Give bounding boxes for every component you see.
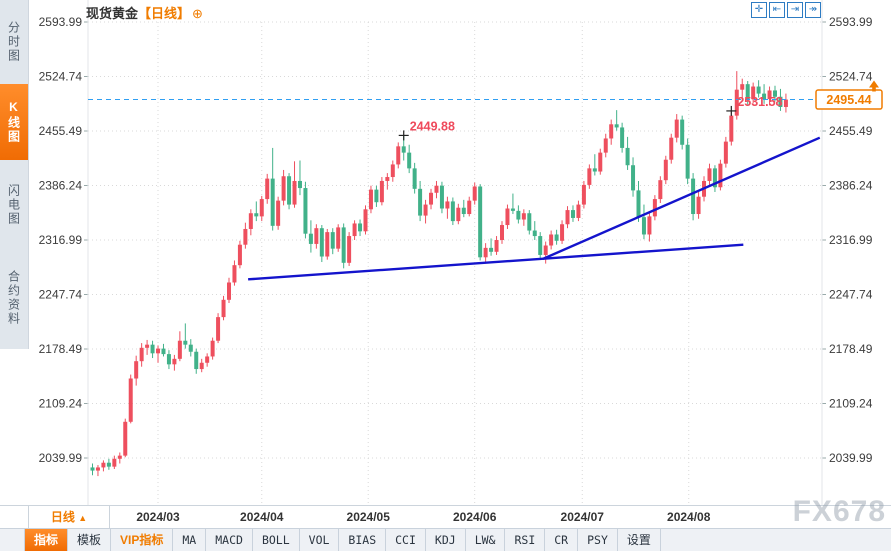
toolbar-item-PSY[interactable]: PSY — [578, 529, 618, 551]
toolbar-item-MA[interactable]: MA — [173, 529, 207, 551]
svg-text:2531.58: 2531.58 — [737, 95, 782, 109]
y-axis-label-left: 2455.49 — [39, 124, 83, 138]
axis-labels: 2593.99 2593.99 2524.74 2524.74 2455.49 2455.… — [39, 15, 873, 465]
toolbar-item-模板[interactable]: 模板 — [68, 529, 112, 551]
x-axis-label-2024/06: 2024/06 — [452, 510, 497, 524]
price-up-arrow-icon — [869, 80, 879, 92]
y-axis-label-right: 2039.99 — [829, 451, 873, 465]
chart-control-icons: ✛ ⇤ ⇥ ↠ — [751, 2, 821, 18]
y-axis-label-right: 2178.49 — [829, 342, 873, 356]
y-axis-label-left: 2316.99 — [39, 233, 83, 247]
trendline[interactable] — [248, 243, 744, 281]
y-axis-label-right: 2524.74 — [829, 70, 873, 84]
toolbar-item-指标[interactable]: 指标 — [24, 529, 69, 551]
candles — [90, 71, 788, 477]
y-axis-label-right: 2316.99 — [829, 233, 873, 247]
chart-title: 现货黄金【日线】 ⊕ — [86, 3, 203, 22]
toolbar-item-RSI[interactable]: RSI — [505, 529, 546, 551]
x-axis-row: 日线 ▲ 2024/03 2024/04 2024/05 2024/06 2024/07… — [0, 505, 891, 528]
toolbar-item-MACD[interactable]: MACD — [206, 529, 253, 551]
y-axis-label-right: 2109.24 — [829, 397, 873, 411]
toolbar-item-CCI[interactable]: CCI — [386, 529, 426, 551]
sidebar-tab-3[interactable]: 闪电图 — [6, 183, 21, 226]
svg-text:2495.44: 2495.44 — [826, 93, 871, 107]
toolbar-item-设置[interactable]: 设置 — [618, 529, 661, 551]
period-tag: 【日线】 — [138, 6, 191, 21]
period-label: 日线 — [50, 510, 75, 524]
fit-right-icon[interactable]: ⇥ — [787, 2, 803, 18]
symbol-name: 现货黄金 — [86, 6, 139, 21]
trendline[interactable] — [542, 136, 821, 260]
sidebar-strip — [0, 0, 29, 349]
y-axis-label-right: 2455.49 — [829, 124, 873, 138]
chevron-up-icon: ▲ — [78, 513, 88, 523]
y-axis-label-left: 2593.99 — [39, 15, 83, 29]
sidebar: 分时图 K线图闪电图合约资料 — [0, 0, 29, 551]
y-axis-label-left: 2109.24 — [39, 397, 83, 411]
y-axis-label-right: 2386.24 — [829, 179, 873, 193]
x-axis-label-2024/05: 2024/05 — [346, 510, 390, 524]
crosshair-icon[interactable]: ✛ — [751, 2, 767, 18]
price-annotation: 2531.58 — [726, 95, 783, 116]
y-axis-label-left: 2386.24 — [39, 179, 83, 193]
price-annotation: 2449.88 — [398, 119, 455, 141]
y-axis-label-right: 2593.99 — [829, 15, 873, 29]
sidebar-tab-1[interactable]: 分时图 — [6, 21, 21, 63]
fit-width-icon[interactable]: ⇤ — [769, 2, 785, 18]
toolbar-item-VOL[interactable]: VOL — [300, 529, 340, 551]
y-axis-label-left: 2178.49 — [39, 342, 83, 356]
y-axis-label-left: 2039.99 — [39, 451, 83, 465]
toolbar-item-CR[interactable]: CR — [545, 529, 579, 551]
y-axis-label-right: 2247.74 — [829, 288, 873, 302]
toolbar-item-BOLL[interactable]: BOLL — [253, 529, 300, 551]
y-axis-label-left: 2247.74 — [39, 288, 83, 302]
period-selector[interactable]: 日线 ▲ — [28, 506, 110, 528]
sidebar-tab-4[interactable]: 合约资料 — [6, 269, 21, 326]
candlestick-chart[interactable]: 2593.99 2593.99 2524.74 2524.74 2455.49 2455.… — [0, 0, 891, 505]
grid — [84, 0, 826, 505]
toolbar-item-LW&[interactable]: LW& — [466, 529, 506, 551]
x-axis-label-2024/03: 2024/03 — [136, 510, 180, 524]
y-axis-label-left: 2524.74 — [39, 70, 83, 84]
toolbar-item-VIP指标[interactable]: VIP指标 — [111, 529, 174, 551]
toolbar-item-BIAS[interactable]: BIAS — [339, 529, 387, 551]
x-axis-label-2024/04: 2024/04 — [240, 510, 284, 524]
x-axis-label-2024/07: 2024/07 — [560, 510, 604, 524]
sidebar-tab-2[interactable]: K线图 — [0, 84, 28, 160]
toolbar-item-KDJ[interactable]: KDJ — [426, 529, 466, 551]
current-price-label: 2495.44 — [815, 80, 883, 110]
x-axis-label-2024/08: 2024/08 — [667, 510, 711, 524]
pan-right-icon[interactable]: ↠ — [805, 2, 821, 18]
svg-text:2449.88: 2449.88 — [410, 119, 455, 133]
indicator-toolbar: 指标 模板 VIP指标 MA MACD BOLL VOL BIAS CCI KDJ LW& RSI CR… — [0, 528, 891, 551]
add-symbol-icon[interactable]: ⊕ — [192, 6, 203, 21]
